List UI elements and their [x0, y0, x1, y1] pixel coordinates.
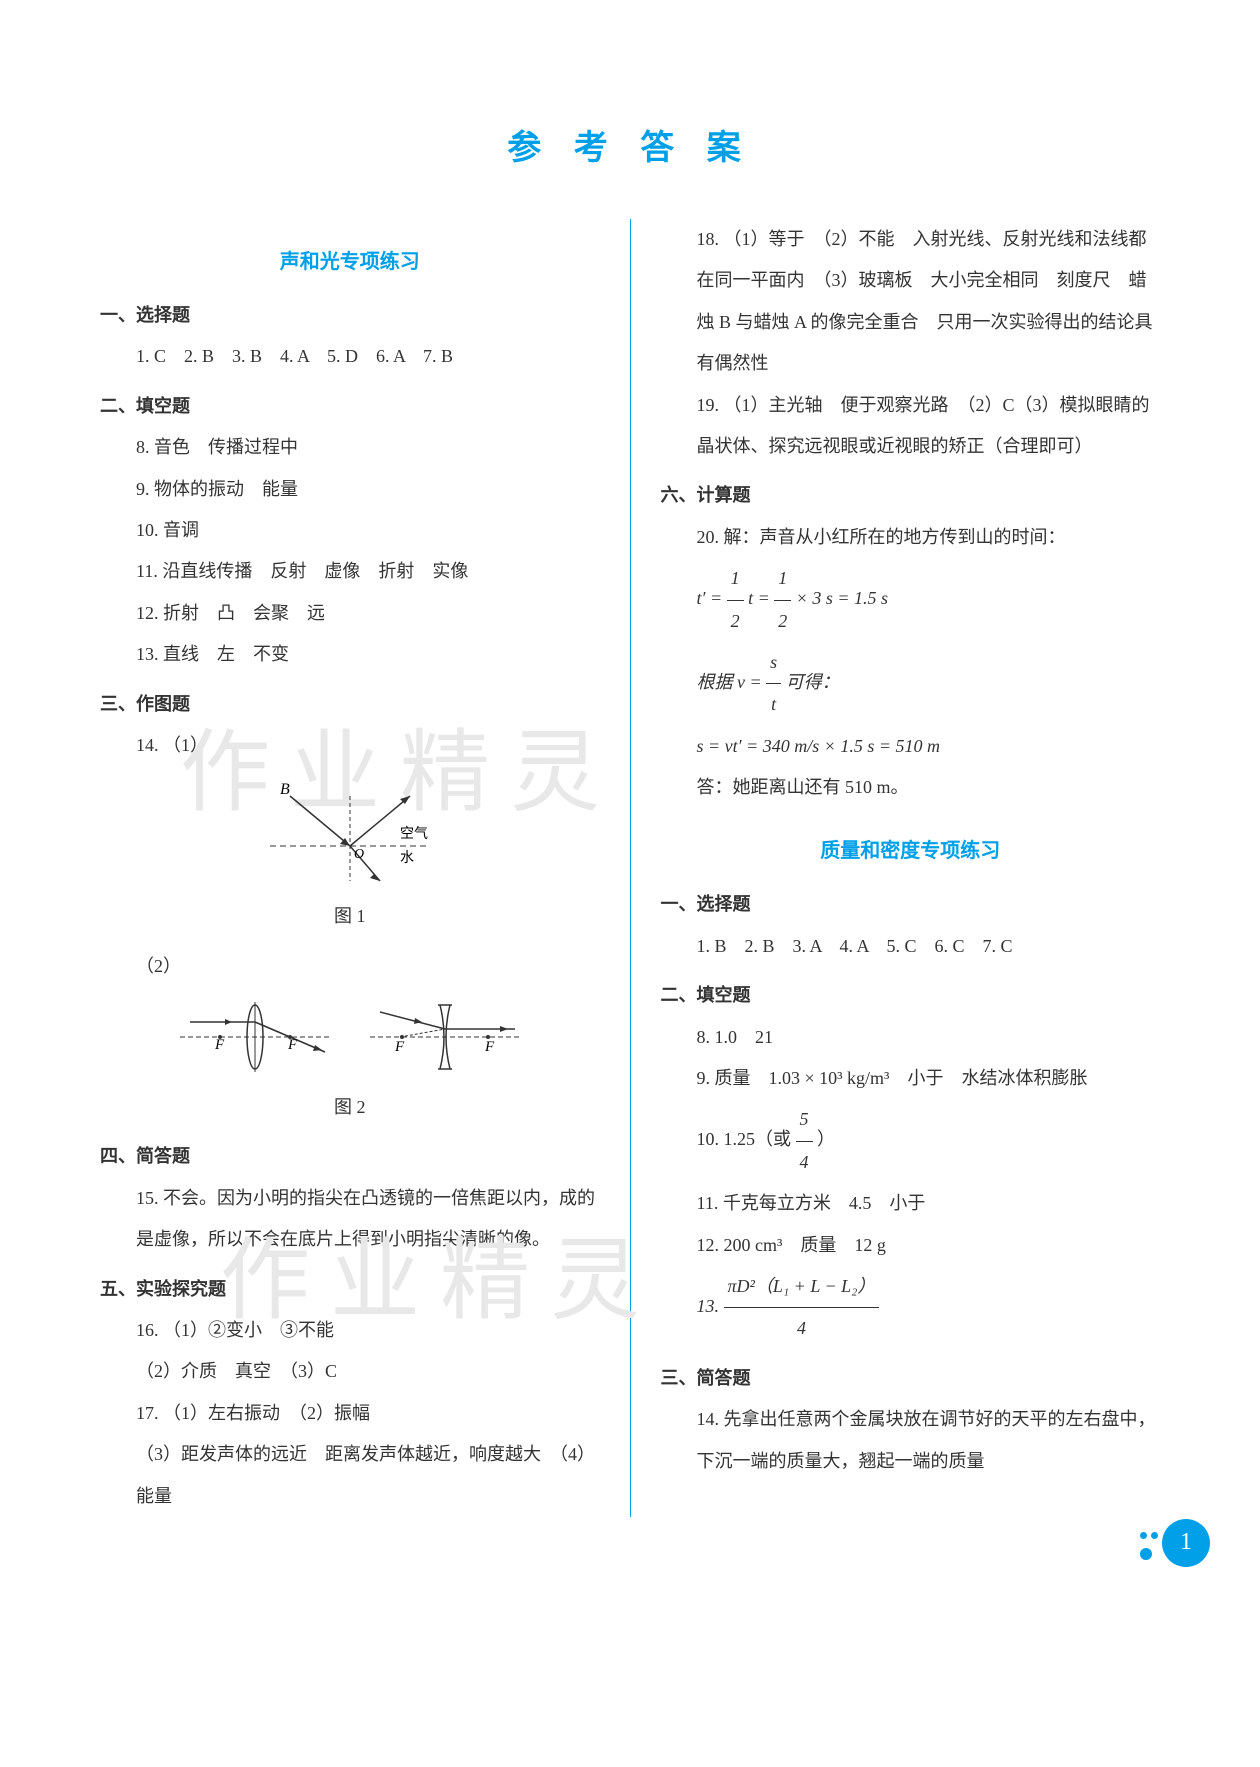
- answer-17-3: （3）距发声体的远近 距离发声体越近，响度越大 （4）能量: [100, 1434, 600, 1517]
- formula-20-2: 根据 v = st 可得：: [661, 642, 1161, 726]
- heading-experiment: 五、实验探究题: [100, 1269, 600, 1310]
- fig1-label-air: 空气: [400, 826, 428, 842]
- fig1-label-o: O: [354, 847, 364, 862]
- answer-15: 15. 不会。因为小明的指尖在凸透镜的一倍焦距以内，成的是虚像，所以不会在底片上…: [100, 1178, 600, 1261]
- answer-11: 11. 沿直线传播 反射 虚像 折射 实像: [100, 551, 600, 592]
- heading-diagram: 三、作图题: [100, 684, 600, 725]
- f1-pre: t′ =: [697, 588, 727, 608]
- q10b-pre: 10. 1.25（或: [697, 1129, 796, 1149]
- svg-text:F: F: [394, 1039, 405, 1055]
- fig2-caption: 图 2: [100, 1087, 600, 1128]
- f1-mid: t =: [748, 588, 774, 608]
- answer-1-7: 1. C 2. B 3. B 4. A 5. D 6. A 7. B: [100, 336, 600, 377]
- page-number: 1: [1162, 1519, 1210, 1567]
- answer-20-final: 答：她距离山还有 510 m。: [661, 767, 1161, 808]
- answer-10b: 10. 1.25（或 54 ）: [661, 1099, 1161, 1183]
- fig1-label-b: B: [280, 781, 290, 798]
- formula-20-1: t′ = 12 t = 12 × 3 s = 1.5 s: [661, 558, 1161, 642]
- main-title: 参 考 答 案: [100, 120, 1160, 169]
- answer-19: 19. （1）主光轴 便于观察光路 （2）C（3）模拟眼睛的晶状体、探究远视眼或…: [661, 385, 1161, 468]
- answer-10: 10. 音调: [100, 510, 600, 551]
- fig1-label-water: 水: [400, 850, 414, 866]
- answer-9: 9. 物体的振动 能量: [100, 469, 600, 510]
- q10b-den: 4: [796, 1142, 813, 1183]
- f1-den1: 2: [727, 601, 744, 642]
- svg-text:F: F: [214, 1037, 225, 1053]
- answer-14-1: 14. （1）: [100, 725, 600, 766]
- q10b-post: ）: [817, 1129, 835, 1149]
- q13b-pre: 13.: [697, 1296, 724, 1316]
- left-column: 声和光专项练习 一、选择题 1. C 2. B 3. B 4. A 5. D 6…: [100, 219, 600, 1517]
- answer-13: 13. 直线 左 不变: [100, 634, 600, 675]
- figure-2: F F F F: [100, 997, 600, 1077]
- answer-20-intro: 20. 解：声音从小红所在的地方传到山的时间：: [661, 517, 1161, 558]
- heading-choice-b: 一、选择题: [661, 884, 1161, 925]
- heading-short-b: 三、简答题: [661, 1358, 1161, 1399]
- f1-num2: 1: [774, 558, 791, 600]
- fig1-caption: 图 1: [100, 896, 600, 937]
- decorative-dots: [1138, 1528, 1160, 1567]
- answer-12: 12. 折射 凸 会聚 远: [100, 593, 600, 634]
- answer-11b: 11. 千克每立方米 4.5 小于: [661, 1183, 1161, 1224]
- f2-num: s: [766, 642, 781, 684]
- q13b-den: 4: [724, 1308, 880, 1349]
- columns-container: 作业精灵 作业精灵 声和光专项练习 一、选择题 1. C 2. B 3. B 4…: [100, 219, 1160, 1517]
- formula-20-3: s = vt′ = 340 m/s × 1.5 s = 510 m: [661, 726, 1161, 767]
- heading-choice: 一、选择题: [100, 295, 600, 336]
- answer-16-1: 16. （1）②变小 ③不能: [100, 1310, 600, 1351]
- answer-8: 8. 音色 传播过程中: [100, 427, 600, 468]
- q13b-num: πD²（L₁ + L − L₂）: [724, 1266, 880, 1308]
- right-column: 18. （1）等于 （2）不能 入射光线、反射光线和法线都在同一平面内 （3）玻…: [661, 219, 1161, 1517]
- answer-18: 18. （1）等于 （2）不能 入射光线、反射光线和法线都在同一平面内 （3）玻…: [661, 219, 1161, 385]
- f1-post: × 3 s = 1.5 s: [796, 588, 888, 608]
- f1-den2: 2: [774, 601, 791, 642]
- answer-1-7b: 1. B 2. B 3. A 4. A 5. C 6. C 7. C: [661, 926, 1161, 967]
- svg-text:F: F: [287, 1037, 298, 1053]
- heading-calc: 六、计算题: [661, 475, 1161, 516]
- answer-9b: 9. 质量 1.03 × 10³ kg/m³ 小于 水结冰体积膨胀: [661, 1058, 1161, 1099]
- heading-short-answer: 四、简答题: [100, 1136, 600, 1177]
- answer-13b: 13. πD²（L₁ + L − L₂）4: [661, 1266, 1161, 1350]
- answer-12b: 12. 200 cm³ 质量 12 g: [661, 1225, 1161, 1266]
- figure-1: B O 空气 水: [100, 776, 600, 886]
- q10b-num: 5: [796, 1099, 813, 1141]
- f2-den: t: [766, 684, 781, 725]
- section-title-2: 质量和密度专项练习: [661, 828, 1161, 874]
- section-title-1: 声和光专项练习: [100, 239, 600, 285]
- f1-num1: 1: [727, 558, 744, 600]
- column-divider: [630, 219, 631, 1517]
- answer-14-2: （2）: [100, 946, 600, 987]
- answer-8b: 8. 1.0 21: [661, 1017, 1161, 1058]
- answer-14b: 14. 先拿出任意两个金属块放在调节好的天平的左右盘中，下沉一端的质量大，翘起一…: [661, 1399, 1161, 1482]
- heading-fill: 二、填空题: [100, 386, 600, 427]
- svg-text:F: F: [484, 1039, 495, 1055]
- answer-17-1: 17. （1）左右振动 （2）振幅: [100, 1393, 600, 1434]
- answer-16-2: （2）介质 真空 （3）C: [100, 1351, 600, 1392]
- heading-fill-b: 二、填空题: [661, 975, 1161, 1016]
- f2-post: 可得：: [786, 672, 840, 692]
- f2-pre: 根据 v =: [697, 672, 767, 692]
